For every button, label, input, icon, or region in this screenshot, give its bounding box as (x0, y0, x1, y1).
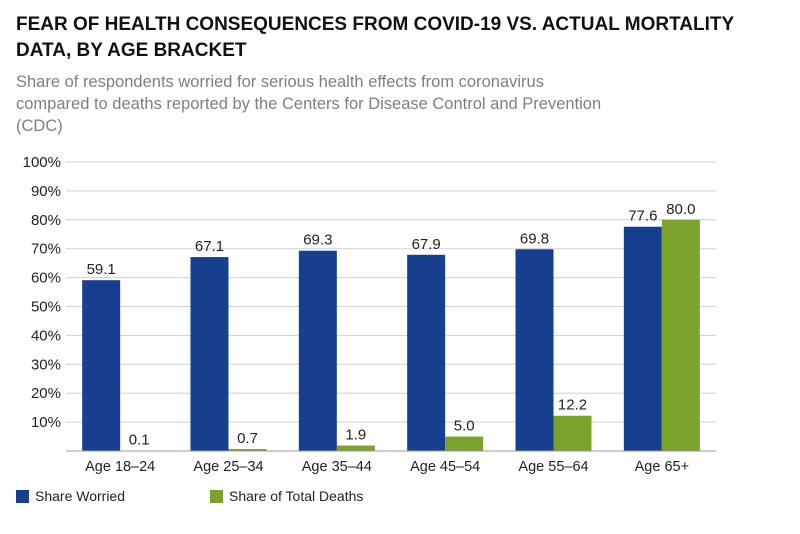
y-tick-label: 30% (31, 356, 61, 373)
data-label: 69.3 (303, 232, 332, 249)
data-label: 69.8 (520, 230, 549, 247)
y-tick-label: 20% (31, 385, 61, 402)
data-label: 5.0 (454, 418, 475, 435)
bar-deaths (553, 415, 592, 451)
data-label: 67.1 (195, 238, 224, 255)
bar-worried (82, 280, 121, 451)
bar-worried (623, 226, 662, 451)
x-tick-label: Age 25–34 (193, 459, 263, 475)
data-label: 12.2 (558, 397, 587, 414)
data-label: 0.1 (129, 432, 150, 449)
data-label: 80.0 (666, 201, 695, 218)
data-label: 59.1 (87, 261, 116, 278)
gridlines (66, 161, 716, 423)
x-tick-label: Age 65+ (635, 459, 689, 475)
y-tick-label: 90% (31, 183, 61, 200)
y-tick-label: 10% (31, 414, 61, 431)
y-tick-label: 50% (31, 299, 61, 316)
bar-deaths (228, 448, 267, 451)
legend-swatch-worried (16, 489, 29, 503)
data-label: 0.7 (237, 430, 258, 447)
bars (82, 219, 700, 451)
value-labels: 59.1 0.1 67.1 0.7 69.3 1.9 67.9 5.0 69.8 12.2 77.6… (87, 201, 696, 449)
x-tick-label: Age 35–44 (302, 459, 372, 475)
bar-worried (407, 254, 446, 451)
data-label: 1.9 (345, 427, 366, 444)
x-axis-ticks: Age 18–24 Age 25–34 Age 35–44 Age 45–54 Age … (85, 459, 689, 475)
legend-label-deaths: Share of Total Deaths (229, 488, 364, 504)
bar-deaths (445, 436, 484, 451)
bar-worried (515, 249, 554, 451)
x-tick-label: Age 45–54 (410, 459, 480, 475)
bar-deaths (661, 219, 700, 451)
legend-item-deaths: Share of Total Deaths (210, 488, 363, 504)
legend-swatch-deaths (210, 489, 223, 503)
legend-item-worried: Share Worried (16, 488, 125, 504)
bar-worried (190, 257, 229, 451)
data-label: 77.6 (628, 208, 657, 225)
y-tick-label: 40% (31, 327, 61, 344)
bar-deaths (336, 445, 375, 451)
y-axis-ticks: 10% 20% 30% 40% 50% 60% 70% 80% 90% 100% (23, 154, 61, 431)
bar-worried (298, 250, 337, 451)
y-tick-label: 100% (23, 154, 61, 171)
x-tick-label: Age 18–24 (85, 459, 155, 475)
x-tick-label: Age 55–64 (518, 459, 588, 475)
legend-label-worried: Share Worried (35, 488, 126, 504)
data-label: 67.9 (412, 236, 441, 253)
y-tick-label: 70% (31, 241, 61, 258)
y-tick-label: 80% (31, 212, 61, 229)
chart-title: FEAR OF HEALTH CONSEQUENCES FROM COVID-1… (16, 14, 734, 61)
chart-subtitle: Share of respondents worried for serious… (16, 73, 602, 135)
y-tick-label: 60% (31, 270, 61, 287)
